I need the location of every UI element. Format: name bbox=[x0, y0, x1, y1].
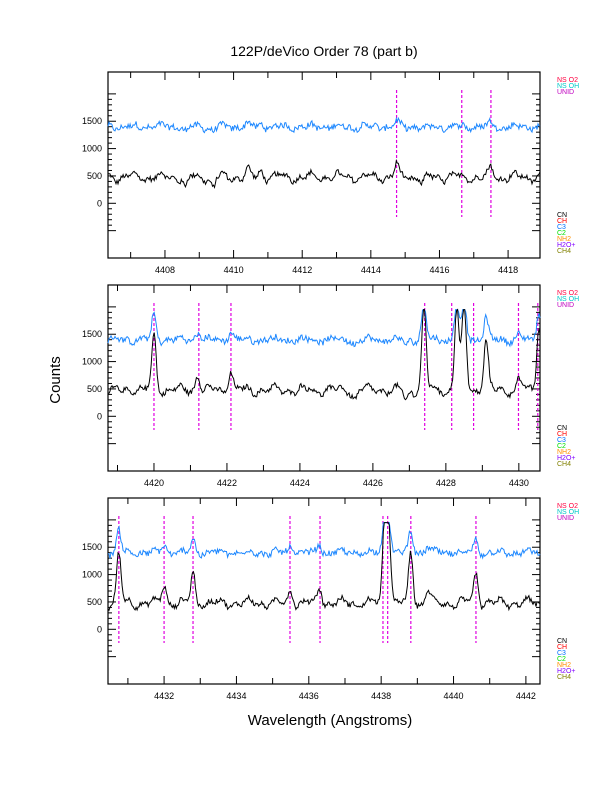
panel-frame bbox=[107, 497, 541, 685]
x-tick-label: 4412 bbox=[292, 265, 312, 275]
y-tick-label: 500 bbox=[87, 171, 102, 181]
x-tick-label: 4440 bbox=[444, 691, 464, 701]
x-tick-label: 4436 bbox=[299, 691, 319, 701]
y-tick-label: 1500 bbox=[82, 542, 102, 552]
legend-top-entry: NS OH bbox=[557, 509, 579, 516]
y-tick-label: 0 bbox=[97, 198, 102, 208]
x-tick-label: 4426 bbox=[363, 478, 383, 488]
spectrum-upper bbox=[107, 309, 541, 348]
legend-bottom-entry: H2O+ bbox=[557, 242, 575, 249]
x-tick-label: 4410 bbox=[224, 265, 244, 275]
legend-bottom-entry: NH2 bbox=[557, 236, 571, 243]
spectrum-lower bbox=[107, 158, 541, 190]
panel-1: 4408 4410 4412 4414 4416 4418 0 500 1000 1500 NS O… bbox=[82, 71, 579, 275]
legend-top-entry: NS O2 bbox=[557, 77, 578, 84]
legend-top-entry: NS OH bbox=[557, 296, 579, 303]
legend-top-entry: UNID bbox=[557, 302, 574, 309]
legend-bottom-entry: CH bbox=[557, 431, 567, 438]
legend-bottom-entry: C2 bbox=[557, 230, 566, 237]
x-tick-label: 4442 bbox=[516, 691, 536, 701]
y-tick-label: 1000 bbox=[82, 144, 102, 154]
x-tick-label: 4434 bbox=[226, 691, 246, 701]
x-tick-label: 4408 bbox=[155, 265, 175, 275]
legend-top-entry: UNID bbox=[557, 515, 574, 522]
legend-bottom-entry: C2 bbox=[557, 656, 566, 663]
y-tick-label: 500 bbox=[87, 384, 102, 394]
legend-bottom-entry: C3 bbox=[557, 437, 566, 444]
legend-bottom-entry: CH4 bbox=[557, 461, 571, 468]
chart-title: 122P/deVico Order 78 (part b) bbox=[230, 43, 417, 59]
panel-frame bbox=[107, 71, 541, 259]
x-tick-label: 4438 bbox=[371, 691, 391, 701]
spectrum-upper bbox=[107, 116, 541, 134]
legend-bottom-entry: C2 bbox=[557, 443, 566, 450]
legend-top-entry: UNID bbox=[557, 89, 574, 96]
x-tick-label: 4428 bbox=[436, 478, 456, 488]
y-tick-label: 500 bbox=[87, 597, 102, 607]
y-tick-label: 0 bbox=[97, 624, 102, 634]
legend-bottom-entry: CN bbox=[557, 425, 567, 432]
legend-bottom-entry: CH bbox=[557, 218, 567, 225]
legend-bottom-entry: CN bbox=[557, 638, 567, 645]
spectrum-lower bbox=[108, 308, 541, 401]
x-tick-label: 4422 bbox=[217, 478, 237, 488]
panel-3: 4432 4434 4436 4438 4440 4442 0 500 1000 1500 NS O… bbox=[82, 497, 579, 701]
x-axis-label: Wavelength (Angstroms) bbox=[248, 712, 413, 729]
x-tick-label: 4420 bbox=[144, 478, 164, 488]
x-tick-label: 4430 bbox=[509, 478, 529, 488]
panel-2: 4420 4422 4424 4426 4428 4430 0 500 1000 1500 NS O… bbox=[82, 284, 579, 488]
y-tick-label: 1500 bbox=[82, 329, 102, 339]
y-axis-label: Counts bbox=[47, 356, 64, 404]
legend-bottom-entry: NH2 bbox=[557, 662, 571, 669]
spectrum-lower bbox=[107, 522, 541, 612]
x-tick-label: 4414 bbox=[361, 265, 381, 275]
y-tick-label: 0 bbox=[97, 411, 102, 421]
legend-bottom-entry: H2O+ bbox=[557, 668, 575, 675]
x-tick-label: 4416 bbox=[429, 265, 449, 275]
legend-bottom-entry: CH4 bbox=[557, 674, 571, 681]
y-tick-label: 1500 bbox=[82, 116, 102, 126]
y-tick-label: 1000 bbox=[82, 570, 102, 580]
y-tick-label: 1000 bbox=[82, 357, 102, 367]
x-tick-label: 4432 bbox=[154, 691, 174, 701]
x-tick-label: 4418 bbox=[498, 265, 518, 275]
legend-bottom-entry: NH2 bbox=[557, 449, 571, 456]
legend-bottom-entry: C3 bbox=[557, 224, 566, 231]
legend-bottom-entry: C3 bbox=[557, 650, 566, 657]
legend-top-entry: NS O2 bbox=[557, 503, 578, 510]
panel-frame bbox=[107, 284, 541, 472]
legend-top-entry: NS OH bbox=[557, 83, 579, 90]
legend-bottom-entry: H2O+ bbox=[557, 455, 575, 462]
x-tick-label: 4424 bbox=[290, 478, 310, 488]
legend-bottom-entry: CH4 bbox=[557, 248, 571, 255]
spectrum-upper bbox=[107, 522, 541, 560]
legend-top-entry: NS O2 bbox=[557, 290, 578, 297]
legend-bottom-entry: CH bbox=[557, 644, 567, 651]
legend-bottom-entry: CN bbox=[557, 212, 567, 219]
